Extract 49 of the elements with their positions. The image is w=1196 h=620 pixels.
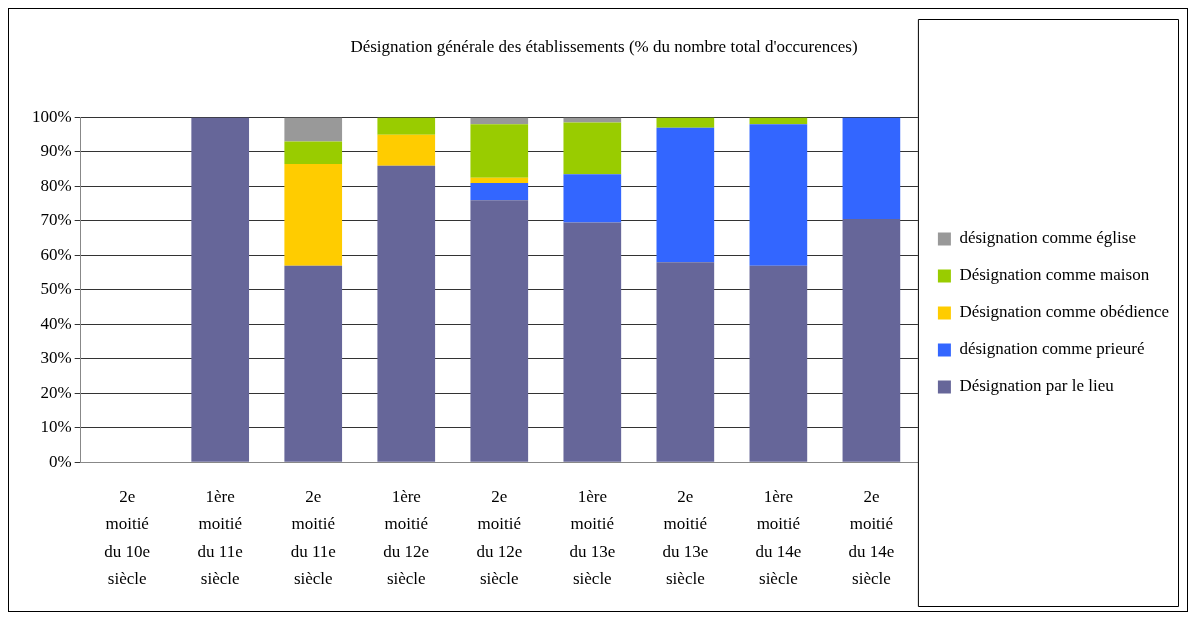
bar [470, 182, 529, 201]
x-tick-label: 2e moitié du 10e siècle [104, 487, 151, 588]
legend-label: Désignation comme obédience [959, 302, 1170, 322]
chart-title: Désignation générale des établissements (% du nombre total d'occurences) [350, 36, 858, 56]
bar [656, 127, 715, 263]
x-tick-label: 2e moitié du 14e siècle [848, 487, 895, 588]
y-tick-label: 0% [48, 451, 72, 471]
x-tick-label: 1ère moitié du 13e siècle [569, 487, 616, 588]
bar [563, 117, 622, 123]
y-tick-label: 100% [31, 106, 72, 126]
x-tick-label: 1ère moitié du 14e siècle [755, 487, 802, 588]
y-tick-label: 70% [40, 210, 72, 230]
bar [284, 141, 343, 164]
legend-label: désignation comme église [959, 228, 1136, 248]
bar [377, 134, 436, 166]
bar [563, 174, 622, 223]
bar [284, 265, 343, 462]
y-tick-label: 90% [40, 141, 72, 161]
bar [656, 262, 715, 462]
bar [377, 165, 436, 462]
bar [842, 219, 901, 462]
bar [749, 124, 808, 266]
x-tick-label: 2e moitié du 11e siècle [290, 487, 336, 588]
y-tick-label: 30% [40, 348, 72, 368]
bar [842, 117, 901, 220]
x-tick-label: 1ère moitié du 12e siècle [383, 487, 430, 588]
x-tick-label: 1ère moitié du 11e siècle [197, 487, 243, 588]
y-tick-label: 20% [40, 382, 72, 402]
y-tick-label: 60% [40, 244, 72, 264]
bar [749, 265, 808, 462]
bar [563, 222, 622, 462]
y-tick-label: 40% [40, 313, 72, 333]
bar [284, 163, 343, 266]
x-tick-label: 2e moitié du 12e siècle [476, 487, 523, 588]
x-tick-label: 2e moitié du 13e siècle [662, 487, 709, 588]
bar [191, 117, 250, 462]
bar [656, 117, 715, 128]
bar [470, 124, 529, 178]
bar [377, 117, 436, 135]
bar [284, 117, 343, 142]
y-tick-label: 50% [40, 279, 72, 299]
legend-label: Désignation comme maison [959, 265, 1150, 285]
y-tick-label: 80% [40, 175, 72, 195]
y-tick-label: 10% [40, 417, 72, 437]
bar [470, 177, 529, 183]
bar [470, 200, 529, 462]
legend-label: désignation comme prieuré [959, 339, 1145, 359]
bar [563, 122, 622, 175]
legend-label: Désignation par le lieu [959, 376, 1115, 396]
